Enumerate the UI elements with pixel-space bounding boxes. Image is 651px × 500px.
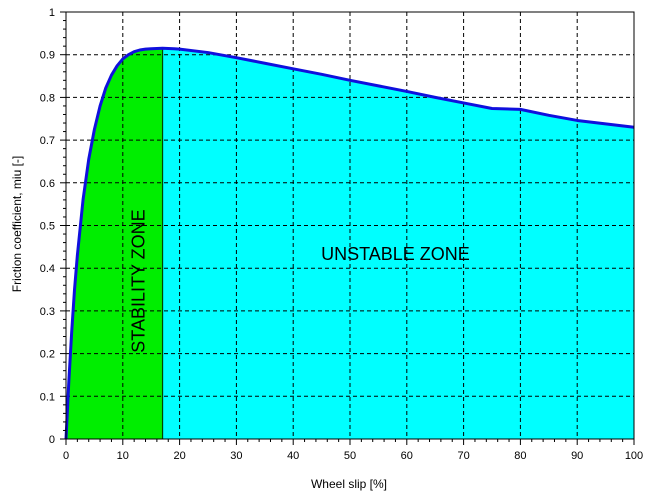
- y-tick-label: 0: [49, 434, 55, 446]
- y-tick-label: 1: [49, 7, 55, 19]
- stability-zone-label: STABILITY ZONE: [129, 209, 149, 352]
- y-tick-label: 0.3: [40, 306, 55, 318]
- x-axis-ticks: 0 10 20 30 40 50 60 70 80 90 100: [63, 439, 643, 462]
- x-tick-label: 70: [457, 450, 469, 462]
- x-tick-label: 80: [514, 450, 526, 462]
- x-tick-label: 30: [230, 450, 242, 462]
- y-axis-label: Friction coefficient, miu [-]: [10, 156, 24, 293]
- unstable-zone-label: UNSTABLE ZONE: [321, 244, 470, 264]
- y-tick-label: 0.5: [40, 221, 55, 233]
- y-tick-label: 0.4: [40, 263, 55, 275]
- x-tick-label: 10: [117, 450, 129, 462]
- y-tick-label: 0.1: [40, 391, 55, 403]
- y-tick-label: 0.7: [40, 135, 55, 147]
- x-tick-label: 90: [571, 450, 583, 462]
- region-labels: STABILITY ZONE UNSTABLE ZONE: [129, 209, 470, 352]
- x-tick-label: 60: [401, 450, 413, 462]
- y-tick-label: 0.9: [40, 50, 55, 62]
- x-tick-label: 100: [625, 450, 643, 462]
- zone-regions: [66, 48, 634, 440]
- x-tick-label: 20: [173, 450, 185, 462]
- x-axis-label: Wheel slip [%]: [311, 477, 387, 491]
- y-tick-label: 0.8: [40, 92, 55, 104]
- friction-curve: [64, 46, 635, 440]
- x-tick-label: 50: [344, 450, 356, 462]
- unstable-zone-area: [162, 48, 634, 440]
- friction-curve-line: [64, 46, 635, 440]
- stability-zone-area: [66, 48, 163, 440]
- y-tick-label: 0.2: [40, 349, 55, 361]
- y-axis-ticks: 0 0.1 0.2 0.3 0.4 0.5 0.6 0.7 0.8 0.9 1: [40, 7, 66, 446]
- grid-lines: [66, 12, 634, 439]
- x-tick-label: 0: [63, 450, 69, 462]
- y-tick-label: 0.6: [40, 178, 55, 190]
- x-tick-label: 40: [287, 450, 299, 462]
